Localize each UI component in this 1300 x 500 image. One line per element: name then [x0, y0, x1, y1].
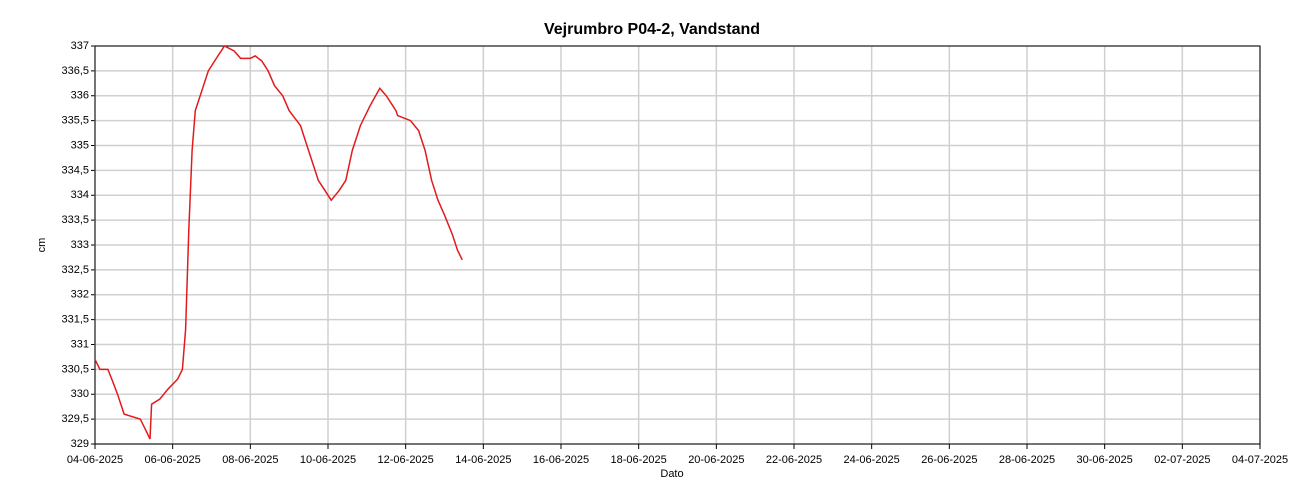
y-axis-label: cm — [36, 238, 48, 253]
x-tick-label: 08-06-2025 — [222, 454, 278, 466]
x-tick-label: 26-06-2025 — [921, 454, 977, 466]
x-tick-label: 02-07-2025 — [1154, 454, 1210, 466]
x-tick-label: 16-06-2025 — [533, 454, 589, 466]
y-tick-label: 334,5 — [61, 164, 89, 176]
y-tick-label: 335 — [71, 139, 89, 151]
x-tick-label: 10-06-2025 — [300, 454, 356, 466]
y-tick-label: 333 — [71, 239, 89, 251]
x-tick-label: 06-06-2025 — [145, 454, 201, 466]
y-tick-label: 330 — [71, 388, 89, 400]
y-tick-label: 334 — [71, 189, 89, 201]
y-tick-label: 335,5 — [61, 115, 89, 127]
y-tick-label: 336 — [71, 90, 89, 102]
x-tick-label: 24-06-2025 — [844, 454, 900, 466]
plot-frame — [94, 45, 1261, 445]
x-tick-label: 14-06-2025 — [455, 454, 511, 466]
x-tick-label: 28-06-2025 — [999, 454, 1055, 466]
x-tick-label: 04-07-2025 — [1232, 454, 1288, 466]
y-tick-label: 331 — [71, 338, 89, 350]
y-tick-label: 333,5 — [61, 214, 89, 226]
x-tick-label: 30-06-2025 — [1077, 454, 1133, 466]
x-tick-label: 04-06-2025 — [67, 454, 123, 466]
x-tick-label: 18-06-2025 — [611, 454, 667, 466]
x-tick-label: 20-06-2025 — [688, 454, 744, 466]
y-tick-label: 337 — [71, 40, 89, 52]
y-tick-label: 336,5 — [61, 65, 89, 77]
y-tick-label: 330,5 — [61, 363, 89, 375]
chart-title: Vejrumbro P04-2, Vandstand — [544, 21, 760, 38]
x-axis-label: Dato — [660, 468, 683, 480]
y-tick-label: 329,5 — [61, 413, 89, 425]
y-tick-label: 332,5 — [61, 264, 89, 276]
x-tick-label: 12-06-2025 — [378, 454, 434, 466]
data-line — [94, 45, 463, 440]
y-tick-label: 332 — [71, 289, 89, 301]
y-tick-label: 331,5 — [61, 314, 89, 326]
y-tick-label: 329 — [71, 438, 89, 450]
x-tick-label: 22-06-2025 — [766, 454, 822, 466]
